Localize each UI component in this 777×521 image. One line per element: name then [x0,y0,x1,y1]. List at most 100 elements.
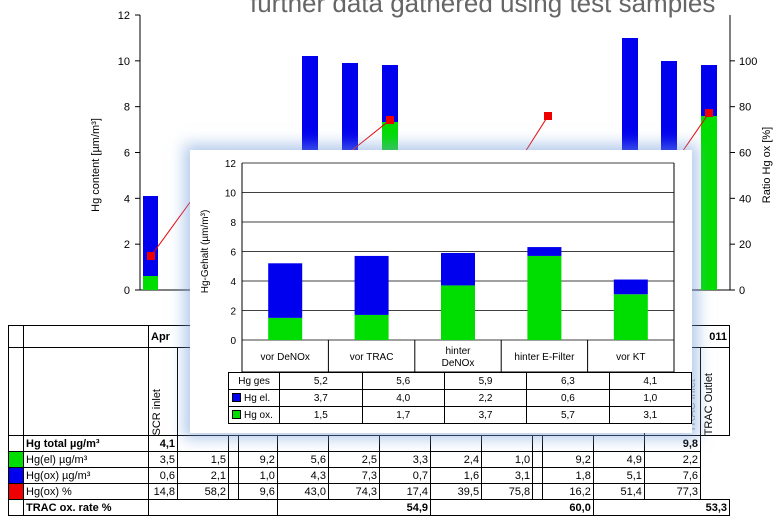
inset-table-cell: 1,7 [361,406,445,424]
rate-label: TRAC ox. rate % [23,499,149,516]
table-cell [228,467,239,484]
inset-table-row: Hg ox. 1,5 1,7 3,7 5,7 3,1 [227,406,693,424]
table-cell [532,483,543,500]
table-cell: 17,4 [378,483,432,500]
inset-table-cell: 5,7 [526,406,610,424]
table-cell: 9,2 [541,451,594,468]
inset-category-label: vor KT [616,352,645,363]
inset-bar-hgel [268,263,303,318]
table-cell: 2,5 [327,451,381,468]
inset-bar-hgox [268,317,303,340]
inset-table-cell: 5,6 [361,372,445,390]
table-cell: 3,1 [481,467,534,484]
table-cell [532,451,543,468]
inset-category-label: vor TRAC [350,352,394,363]
row-swatch [8,435,24,452]
inset-bar-hgel [527,247,562,256]
table-cell [541,435,594,452]
table-cell [237,435,278,452]
table-cell [176,435,230,452]
inset-category-label-2: DeNOx [442,358,475,369]
inset-table-row: Hg ges 5,2 5,6 5,9 6,3 4,1 [227,372,693,390]
inset-ylabel: Hg-Gehalt (µm/m³) [200,210,211,294]
inset-category-label: hinter E-Filter [514,352,575,363]
row-swatch [8,467,24,484]
col-header-last: TRAC Outlet [700,347,730,436]
table-row: Hg total µg/m³ 4,1 9,8 [8,435,730,452]
inset-panel: Hg-Gehalt (µm/m³) 0 2 4 6 8 10 12 vor DeNOx vor T… [190,150,693,433]
legend-swatch [232,393,241,403]
table-cell: 51,4 [592,483,645,500]
table-cell: 5,6 [276,451,329,468]
table-cell: 0,7 [378,467,432,484]
table-cell: 16,2 [541,483,594,500]
table-cell: 1,5 [176,451,230,468]
row-swatch [8,483,24,500]
inset-table-cell: 4,0 [361,389,445,407]
rate-value-2: 60,0 [430,499,594,516]
ratio-point-4 [705,109,713,117]
inset-bar-hgox [354,314,389,340]
inset-table-cell: 3,7 [279,389,363,407]
inset-table-cell: 2,2 [443,389,528,407]
table-cell [378,435,432,452]
main-ytick-label: 10 [118,56,130,68]
table-cell: 1,0 [481,451,534,468]
main-y2label: Ratio Hg ox [%] [761,127,773,203]
inset-ytick-label: 10 [225,189,237,200]
main-y2tick-label: 20 [739,239,751,251]
inset-bar-hgox [527,255,562,340]
table-cell: 75,8 [481,483,534,500]
inset-table-row: Hg el. 3,7 4,0 2,2 0,6 1,0 [227,389,693,407]
inset-bar-hgel [354,255,389,315]
ratio-point-1 [147,252,155,260]
table-cell: 1,8 [541,467,594,484]
main-ytick-label: 12 [118,10,130,22]
inset-ytick-label: 4 [230,277,236,288]
inset-row-label: Hg el. [227,389,281,407]
table-cell: 9,6 [237,483,278,500]
inset-bar-hgel [441,252,475,286]
ratio-point-3 [544,112,552,120]
inset-table-cell: 1,5 [279,406,363,424]
ratio-point-2 [386,116,394,124]
table-cell [481,435,534,452]
inset-row-label: Hg ox. [227,406,281,424]
inset-table-cell: 5,2 [279,372,363,390]
table-cell: 0,6 [148,467,178,484]
table-cell [276,435,329,452]
table-cell [228,435,239,452]
inset-table-cell: 1,0 [608,389,693,407]
inset-table-cell: 3,1 [608,406,693,424]
inset-category-label: hinter [445,346,471,357]
table-cell: 7,3 [327,467,381,484]
main-ytick-label: 8 [124,102,130,114]
main-y2tick-label: 60 [739,148,751,160]
row-label: Hg(ox) µg/m³ [23,467,149,484]
inset-table-cell: 4,1 [608,372,693,390]
table-cell [228,483,239,500]
table-cell: 7,6 [643,467,702,484]
inset-table-cell: 3,7 [443,406,528,424]
table-cell: 1,6 [430,467,483,484]
table-cell: 2,2 [643,451,702,468]
inset-ytick-label: 0 [230,336,236,347]
table-cell [532,435,543,452]
table-cell: 5,1 [592,467,645,484]
rate-value-3: 53,3 [592,499,731,516]
table-cell: 43,0 [276,483,329,500]
main-y2tick-label: 80 [739,102,751,114]
table-cell: 3,5 [148,451,178,468]
inset-bar-hgox [441,285,475,340]
main-ytick-label: 2 [124,239,130,251]
table-row: Hg(ox) % 14,8 58,2 9,6 43,0 74,3 17,4 39,5 75,8 1… [8,483,730,500]
table-cell: 77,3 [643,483,702,500]
inset-table-cell: 5,9 [443,372,528,390]
main-bar-7-ox [701,116,717,290]
main-y2tick-label: 0 [739,285,745,297]
rate-value-1: 54,9 [276,499,432,516]
table-cell: 1,0 [237,467,278,484]
main-y2tick-label: 40 [739,193,751,205]
table-cell [532,467,543,484]
legend-swatch [232,410,241,420]
